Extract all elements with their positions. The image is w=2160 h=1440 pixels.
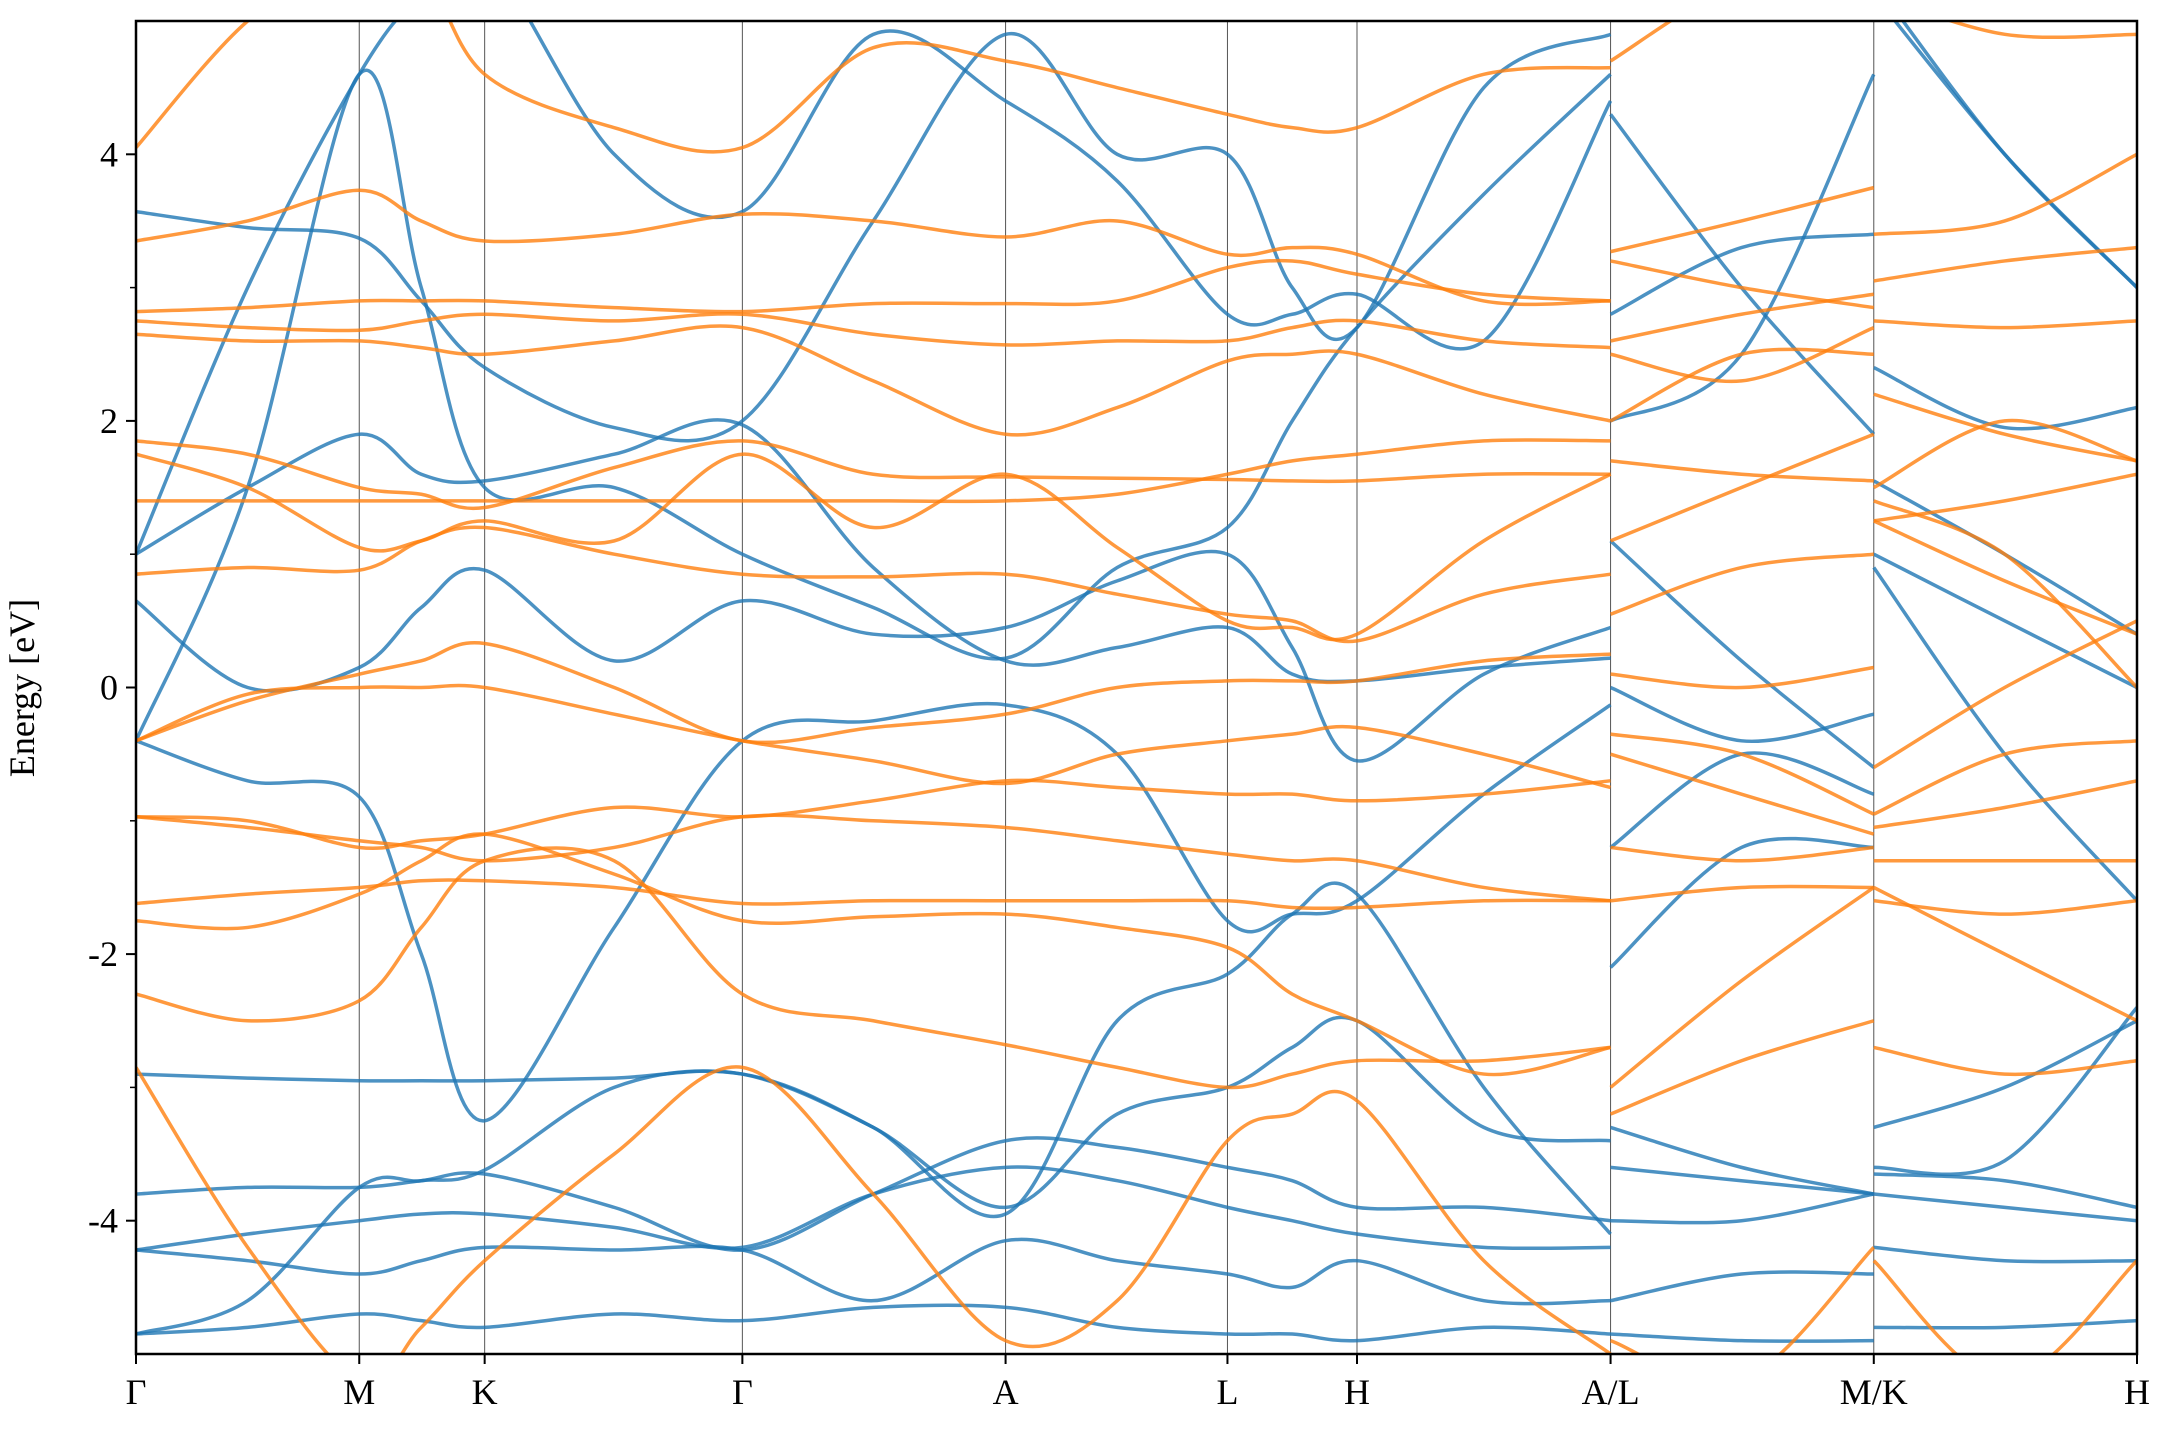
band-line xyxy=(136,418,2137,744)
y-tick-label: -4 xyxy=(88,1201,118,1241)
band-line xyxy=(136,21,2137,555)
y-tick-label: -2 xyxy=(88,934,118,974)
x-tick-label: H xyxy=(2124,1372,2150,1412)
band-line xyxy=(136,813,2137,903)
band-line xyxy=(136,324,2137,463)
x-tick-label: Γ xyxy=(732,1372,753,1412)
x-tick-label: H xyxy=(1344,1372,1370,1412)
x-tick-label: A xyxy=(993,1372,1019,1412)
band-line xyxy=(136,21,2137,742)
band-line xyxy=(136,619,2137,769)
bands xyxy=(136,21,2137,1354)
band-line xyxy=(136,1237,2137,1306)
band-line xyxy=(136,347,2137,504)
band-line xyxy=(136,245,2137,314)
band-line xyxy=(136,21,2137,443)
band-line xyxy=(136,1136,2137,1252)
band-line xyxy=(136,21,2137,154)
band-line xyxy=(136,292,2137,350)
y-axis-label: Energy [eV] xyxy=(2,599,42,777)
band-line xyxy=(136,683,2137,816)
band-line xyxy=(136,519,2137,644)
x-tick-label: L xyxy=(1216,1372,1238,1412)
x-tick-label: M xyxy=(343,1372,375,1412)
band-line xyxy=(136,439,2137,523)
band-line xyxy=(136,432,2137,689)
band-line xyxy=(136,1065,2137,1354)
x-tick-label: M/K xyxy=(1840,1372,1908,1412)
x-tick-label: A/L xyxy=(1582,1372,1640,1412)
band-line xyxy=(136,152,2137,307)
band-line xyxy=(136,752,2137,850)
y-tick-label: 2 xyxy=(100,401,118,441)
y-tick-label: 4 xyxy=(100,134,118,174)
band-line xyxy=(136,836,2137,1336)
band-line xyxy=(136,832,2137,1089)
y-tick-label: 0 xyxy=(100,668,118,708)
band-line xyxy=(136,1303,2137,1343)
plot-frame xyxy=(134,19,2139,1356)
band-line xyxy=(136,846,2137,1116)
x-tick-label: K xyxy=(472,1372,498,1412)
x-tick-label: Γ xyxy=(126,1372,147,1412)
